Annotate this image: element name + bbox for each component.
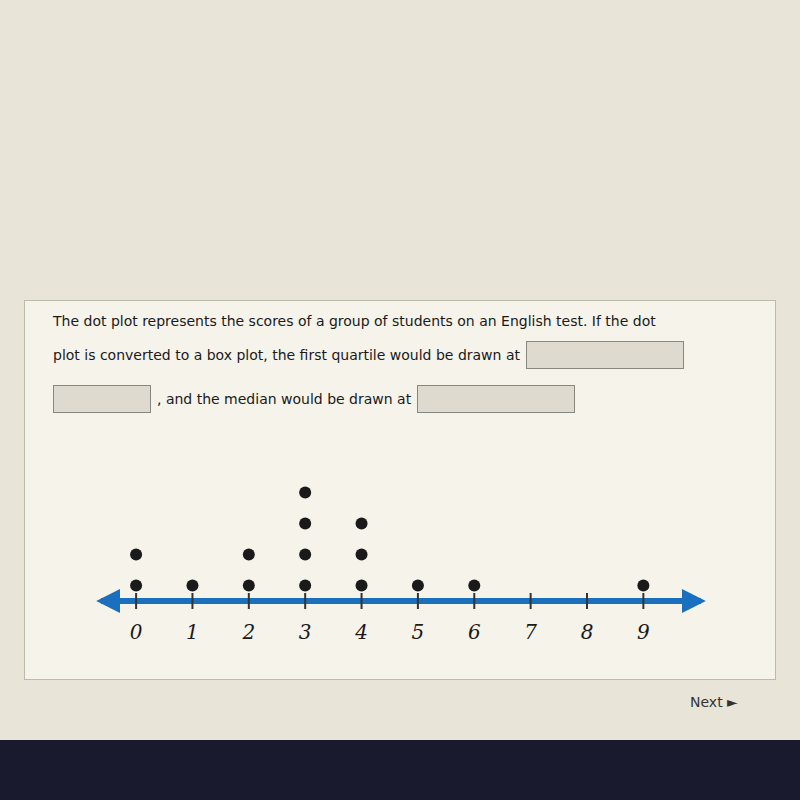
tick-label: 3	[299, 620, 312, 644]
answer-box[interactable]	[417, 385, 575, 413]
tick-label: 2	[241, 620, 255, 644]
tick-label: 7	[524, 620, 537, 644]
dot	[468, 580, 480, 592]
dots	[130, 487, 649, 592]
tick-mark	[417, 593, 419, 609]
tick-mark	[473, 593, 475, 609]
taskbar	[0, 740, 800, 800]
dot	[356, 549, 368, 561]
tick-label: 6	[468, 620, 481, 644]
tick-mark	[530, 593, 532, 609]
dot	[186, 580, 198, 592]
question-card: The dot plot represents the scores of a …	[24, 300, 776, 680]
answer-box[interactable]	[53, 385, 151, 413]
tick-mark	[304, 593, 306, 609]
dot	[243, 549, 255, 561]
question-text: plot is converted to a box plot, the fir…	[53, 347, 520, 363]
text-row: , and the median would be drawn at	[47, 385, 755, 413]
dot	[299, 518, 311, 530]
dot-plot: 0 1 2 3 4 5 6 7 8 9	[81, 436, 721, 666]
tick-label: 8	[581, 620, 594, 644]
answer-box[interactable]	[526, 341, 684, 369]
dot	[243, 580, 255, 592]
next-button[interactable]: Next ►	[690, 694, 738, 710]
dot	[130, 580, 142, 592]
question-text: The dot plot represents the scores of a …	[53, 313, 656, 329]
question-text: , and the median would be drawn at	[157, 391, 411, 407]
tick-mark	[135, 593, 137, 609]
text-row: plot is converted to a box plot, the fir…	[53, 341, 755, 369]
tick-label: 5	[412, 620, 425, 644]
tick-mark	[248, 593, 250, 609]
dot	[299, 549, 311, 561]
dot	[356, 580, 368, 592]
dot	[412, 580, 424, 592]
dot	[356, 518, 368, 530]
tick-label: 4	[354, 620, 368, 644]
tick-mark	[191, 593, 193, 609]
number-line	[101, 598, 701, 604]
dot	[130, 549, 142, 561]
tick-label: 1	[186, 620, 199, 644]
dot	[299, 580, 311, 592]
tick-mark	[361, 593, 363, 609]
text-row: The dot plot represents the scores of a …	[53, 313, 755, 329]
tick-mark	[642, 593, 644, 609]
dot	[637, 580, 649, 592]
dot	[299, 487, 311, 499]
tick-mark	[586, 593, 588, 609]
tick-label: 0	[130, 620, 143, 644]
tick-label: 9	[637, 620, 650, 644]
